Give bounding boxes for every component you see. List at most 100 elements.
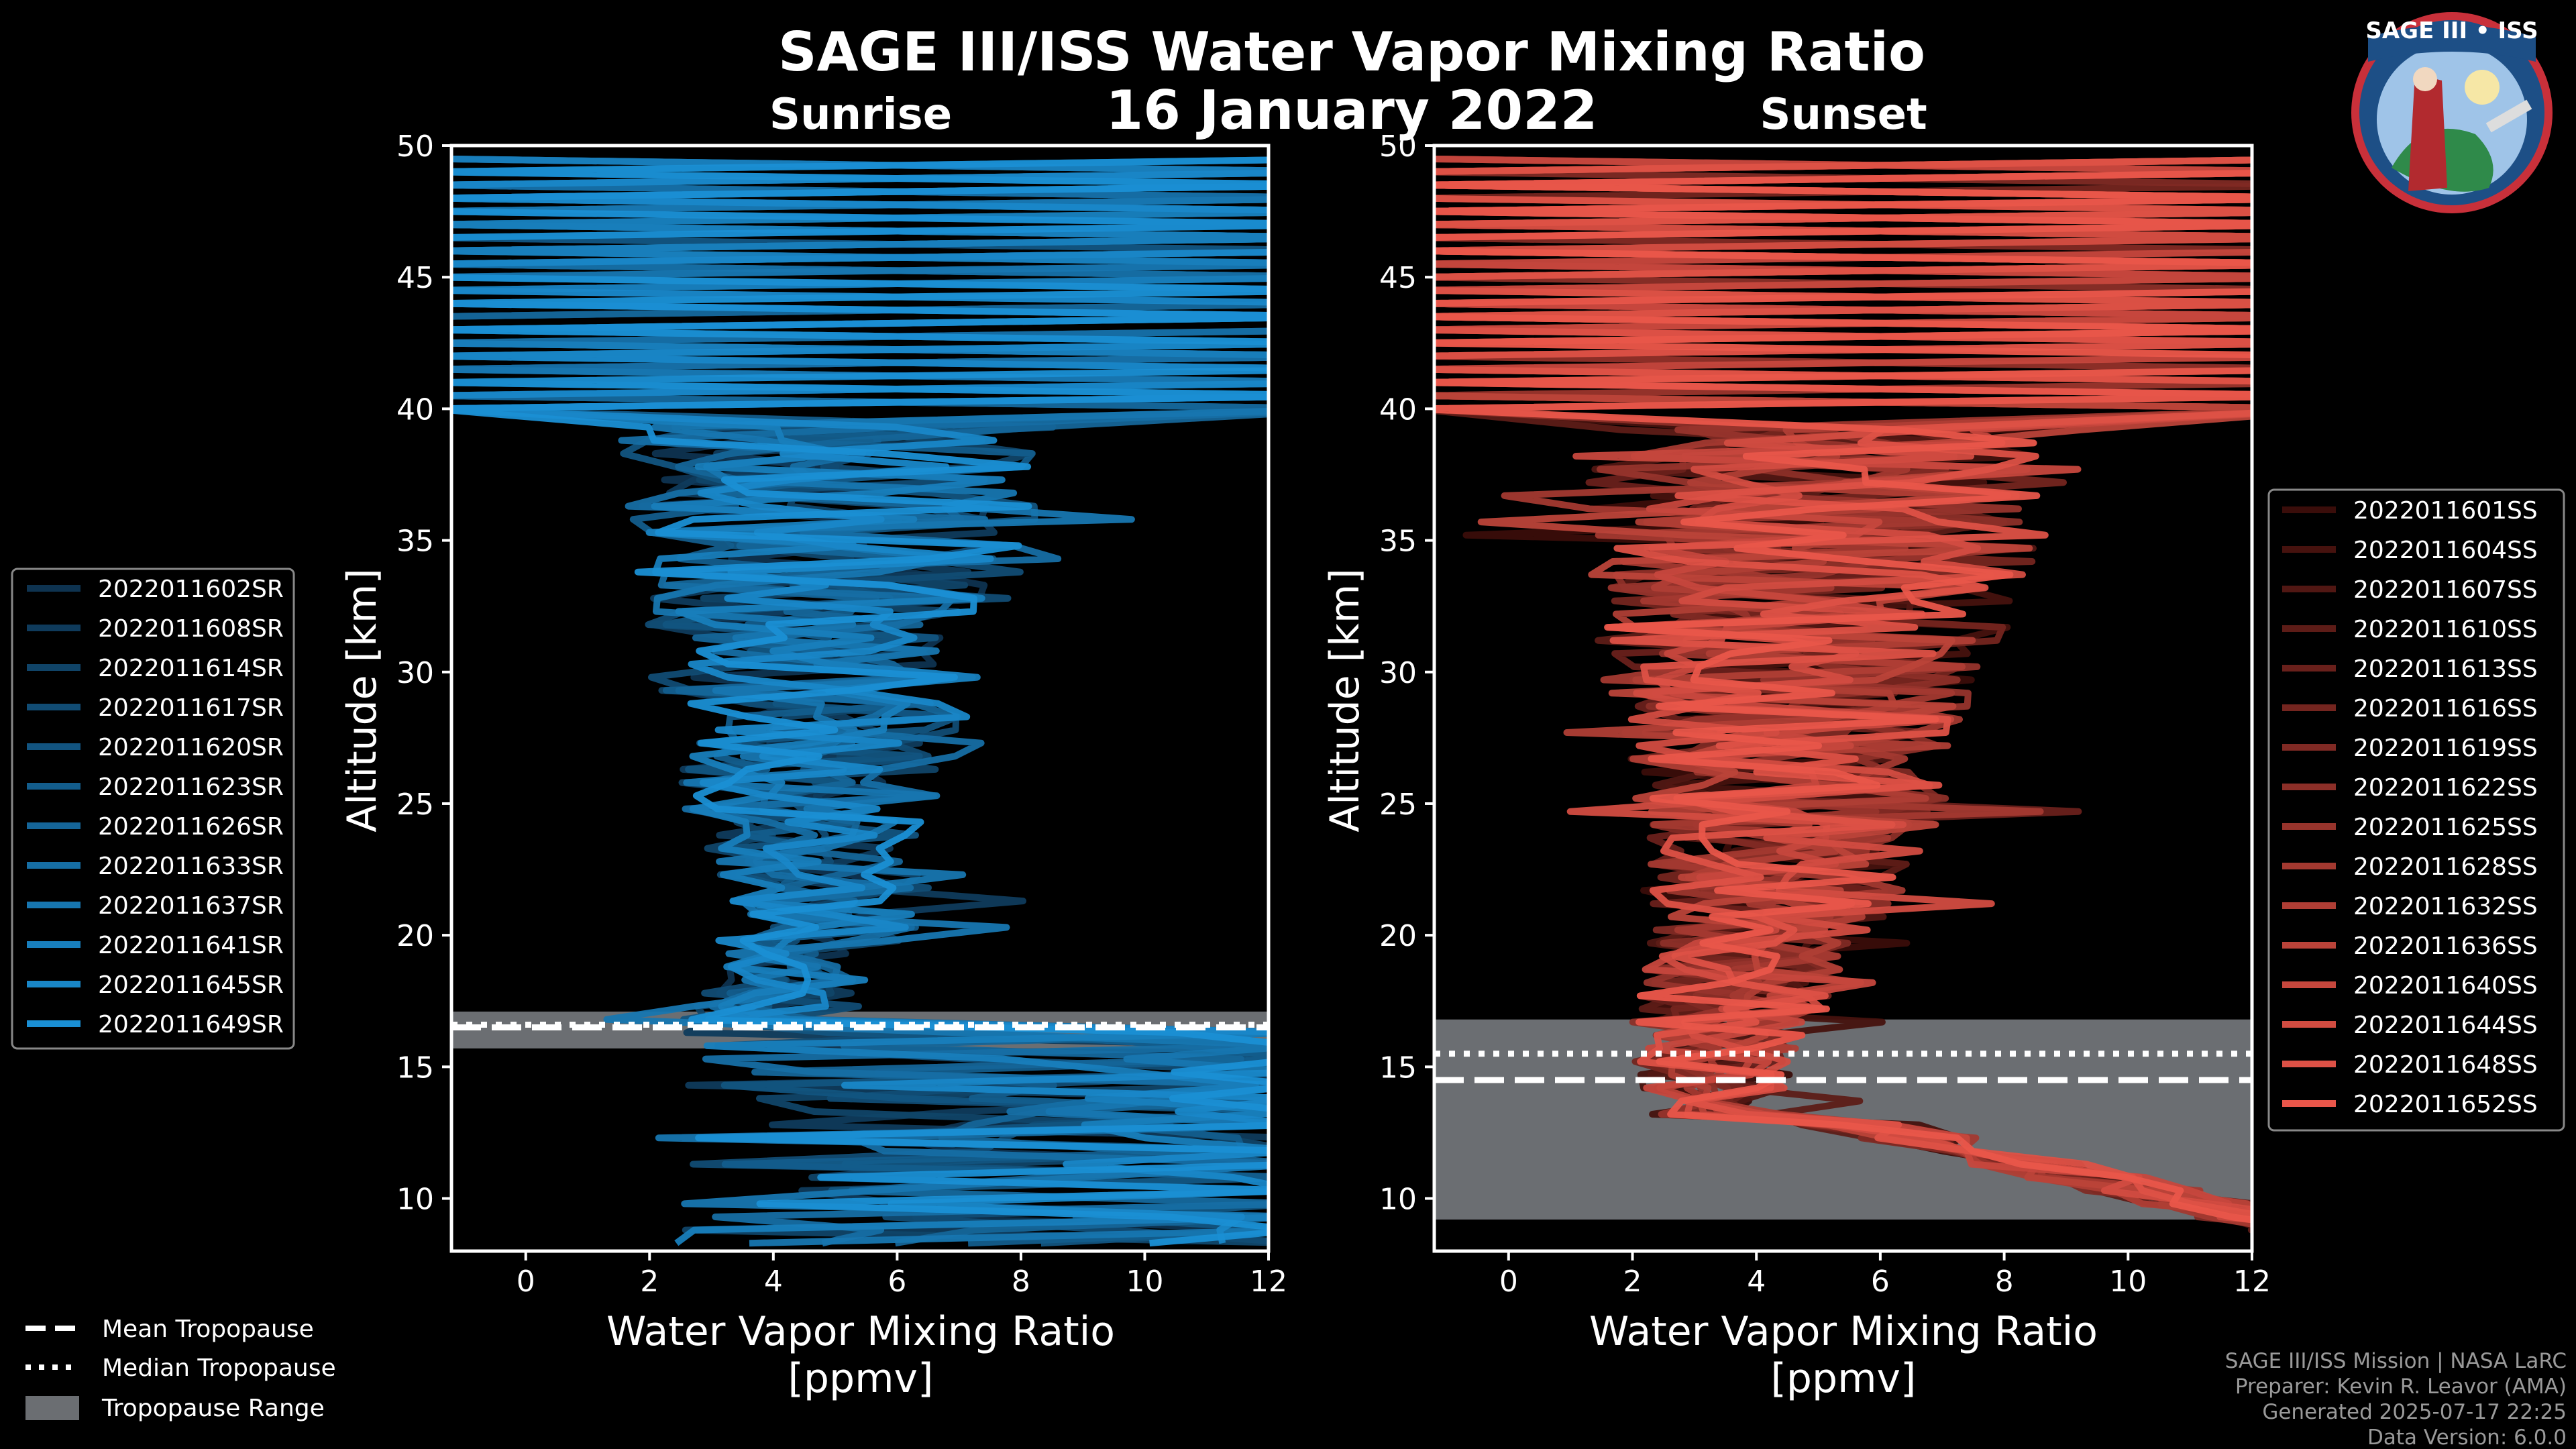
sunset-xtick-label: 8 [1995,1265,2014,1299]
legend-label-2022011644SS: 2022011644SS [2353,1012,2538,1039]
mean-tropopause-label: Mean Tropopause [102,1316,314,1343]
profile-line-2022011649SR [451,156,1269,1247]
sunset-ytick-label: 40 [1379,392,1417,427]
legend-label-2022011601SS: 2022011601SS [2353,497,2538,525]
legend-label-2022011626SR: 2022011626SR [98,813,284,841]
sunset-ytick-label: 35 [1379,525,1417,559]
sunrise-xtick-label: 4 [764,1265,783,1299]
sunrise-panel-title: Sunrise [769,90,952,140]
sunset-xlabel-units: [ppmv] [1771,1355,1917,1402]
sunrise-ylabel: Altitude [km] [339,568,386,833]
sunrise-xtick-label: 12 [1250,1265,1287,1299]
chart-date: 16 January 2022 [1106,79,1598,142]
legend-label-2022011640SS: 2022011640SS [2353,972,2538,1000]
legend-label-2022011636SS: 2022011636SS [2353,932,2538,960]
logo-head-icon [2413,67,2437,91]
sunset-ytick-label: 45 [1379,261,1417,295]
sunrise-ytick-label: 20 [396,919,434,953]
credit-data-version: Data Version: 6.0.0 [2367,1426,2567,1449]
sunset-xtick-label: 2 [1623,1265,1642,1299]
profile-line-2022011637SR [451,196,1269,1247]
logo-text: SAGE III • ISS [2365,17,2538,44]
profile-line-2022011645SR [451,170,1269,1244]
sunset-plot-area [1434,155,2252,1234]
sunrise-ytick-label: 45 [396,261,434,295]
sage-iss-logo: SAGE III • ISS [2351,12,2553,213]
sunrise-legend-frame [11,568,295,1050]
sunset-panel-title: Sunset [1760,90,1927,140]
sunrise-ytick-label: 15 [396,1051,434,1085]
legend-label-2022011641SR: 2022011641SR [98,932,284,959]
sunset-ytick-label: 20 [1379,919,1417,953]
sunset-xtick-label: 0 [1499,1265,1518,1299]
profile-line-2022011652SS [1434,170,2252,1224]
sunrise-xtick-label: 10 [1126,1265,1163,1299]
sunset-ylabel: Altitude [km] [1322,568,1368,833]
sunset-xtick-label: 4 [1747,1265,1766,1299]
credit-mission: SAGE III/ISS Mission | NASA LaRC [2225,1349,2567,1373]
sunset-xtick-label: 10 [2109,1265,2147,1299]
legend-label-2022011633SR: 2022011633SR [98,853,284,880]
legend-label-2022011607SS: 2022011607SS [2353,576,2538,604]
credit-generated: Generated 2025-07-17 22:25 [2262,1400,2567,1424]
sunset-xlabel: Water Vapor Mixing Ratio [1589,1308,2098,1355]
sunset-xtick-label: 12 [2233,1265,2271,1299]
sunrise-xtick-label: 2 [640,1265,659,1299]
legend-label-2022011637SR: 2022011637SR [98,892,284,920]
logo-station-icon [2485,99,2532,133]
legend-label-2022011619SS: 2022011619SS [2353,735,2538,762]
sunrise-xtick-label: 6 [888,1265,906,1299]
legend-label-2022011604SS: 2022011604SS [2353,537,2538,564]
sunrise-plot-area [451,155,1269,1247]
tropopause-legend: Mean Tropopause Median Tropopause Tropop… [25,1316,336,1422]
sunset-panel: 0 2 4 6 8 10 12 10 15 20 25 30 35 40 45 50 [1379,129,2271,1299]
sunrise-ytick-label: 10 [396,1183,434,1217]
profile-line-2022011636SS [1434,156,2252,1216]
tropopause-range-label: Tropopause Range [101,1395,325,1422]
legend-label-2022011620SR: 2022011620SR [98,734,284,761]
credit-preparer: Preparer: Kevin R. Leavor (AMA) [2235,1375,2567,1399]
sunset-ytick-label: 15 [1379,1051,1417,1085]
sunrise-ytick-label: 25 [396,788,434,822]
legend-label-2022011625SS: 2022011625SS [2353,814,2538,841]
legend-label-2022011623SR: 2022011623SR [98,773,284,801]
legend-label-2022011616SS: 2022011616SS [2353,695,2538,722]
legend-label-2022011645SR: 2022011645SR [98,971,284,999]
sunset-ytick-label: 50 [1379,129,1417,164]
sunset-xtick-label: 6 [1871,1265,1890,1299]
sunset-ytick-label: 25 [1379,788,1417,822]
sunrise-ytick-label: 50 [396,129,434,164]
sunset-ytick-label: 30 [1379,656,1417,690]
median-tropopause-label: Median Tropopause [102,1354,336,1382]
legend-label-2022011622SS: 2022011622SS [2353,774,2538,802]
sunrise-ytick-label: 40 [396,392,434,427]
sunset-axes-frame [1432,144,2254,1253]
sunrise-ytick-label: 35 [396,525,434,559]
profile-line-2022011641SR [451,155,1269,1246]
sunset-ytick-label: 10 [1379,1183,1417,1217]
sunrise-xtick-label: 8 [1012,1265,1030,1299]
sunrise-xlabel-units: [ppmv] [788,1355,934,1402]
sunrise-xtick-label: 0 [517,1265,535,1299]
legend-label-2022011648SS: 2022011648SS [2353,1051,2538,1079]
legend-label-2022011617SR: 2022011617SR [98,694,284,722]
legend-label-2022011628SS: 2022011628SS [2353,853,2538,881]
tropopause-range-swatch [25,1396,79,1420]
logo-banner [2368,25,2536,62]
legend-label-2022011632SS: 2022011632SS [2353,893,2538,920]
sunrise-axes-frame [449,144,1271,1253]
sunrise-panel: 0 2 4 6 8 10 12 10 15 20 25 30 35 40 45 50 [396,129,1287,1299]
credits: SAGE III/ISS Mission | NASA LaRC Prepare… [2225,1349,2567,1449]
sunrise-ytick-label: 30 [396,656,434,690]
legend-label-2022011602SR: 2022011602SR [98,576,284,603]
logo-figure-icon [2408,74,2447,191]
chart-title: SAGE III/ISS Water Vapor Mixing Ratio [778,21,1925,83]
legend-label-2022011649SR: 2022011649SR [98,1011,284,1038]
legend-label-2022011614SR: 2022011614SR [98,655,284,682]
sunset-legend-frame [2267,488,2565,1132]
sunrise-xlabel: Water Vapor Mixing Ratio [606,1308,1115,1355]
legend-label-2022011613SS: 2022011613SS [2353,655,2538,683]
legend-label-2022011608SR: 2022011608SR [98,615,284,643]
sunrise-legend: 2022011602SR 2022011608SR 2022011614SR 2022… [11,568,295,1050]
